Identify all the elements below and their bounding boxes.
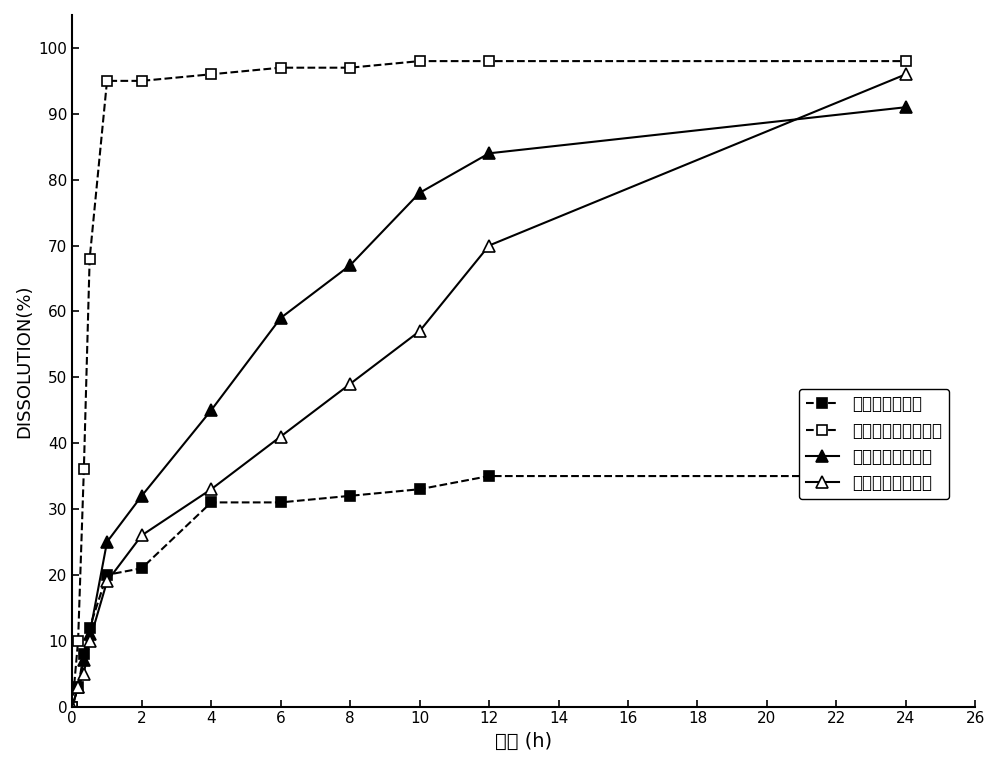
替格瑞洛原料药 (78, 650, 90, 659)
X-axis label: 时间 (h): 时间 (h) (495, 732, 552, 751)
替格瑞洛缓释微丸 (483, 241, 495, 250)
替格瑞洛原料药 (275, 498, 287, 507)
替格瑞洛固体分散体 (136, 77, 148, 86)
替格瑞洛缓释微丸 (101, 577, 113, 586)
替格瑞洛骨架微丸 (483, 149, 495, 158)
替格瑞洛原料药 (344, 491, 356, 500)
替格瑞洛缓释微丸 (205, 485, 217, 494)
替格瑞洛骨架微丸 (84, 630, 96, 639)
替格瑞洛骨架微丸 (136, 491, 148, 500)
替格瑞洛原料药 (483, 471, 495, 480)
替格瑞洛原料药 (66, 702, 78, 711)
替格瑞洛固体分散体 (483, 57, 495, 66)
替格瑞洛固体分散体 (78, 465, 90, 474)
替格瑞洛原料药 (101, 570, 113, 579)
Line: 替格瑞洛固体分散体: 替格瑞洛固体分散体 (67, 56, 911, 712)
替格瑞洛缓释微丸 (275, 432, 287, 441)
替格瑞洛骨架微丸 (275, 313, 287, 322)
Line: 替格瑞洛骨架微丸: 替格瑞洛骨架微丸 (67, 102, 911, 712)
替格瑞洛固体分散体 (275, 63, 287, 72)
替格瑞洛原料药 (205, 498, 217, 507)
Line: 替格瑞洛原料药: 替格瑞洛原料药 (67, 471, 911, 712)
替格瑞洛固体分散体 (101, 77, 113, 86)
替格瑞洛骨架微丸 (72, 683, 84, 692)
替格瑞洛固体分散体 (344, 63, 356, 72)
替格瑞洛骨架微丸 (78, 656, 90, 665)
替格瑞洛骨架微丸 (344, 260, 356, 270)
Line: 替格瑞洛缓释微丸: 替格瑞洛缓释微丸 (67, 69, 911, 712)
替格瑞洛原料药 (900, 471, 912, 480)
Y-axis label: DISSOLUTION(%): DISSOLUTION(%) (15, 284, 33, 437)
替格瑞洛缓释微丸 (72, 683, 84, 692)
替格瑞洛缓释微丸 (414, 326, 426, 336)
Legend: 替格瑞洛原料药, 替格瑞洛固体分散体, 替格瑞洛骨架微丸, 替格瑞洛缓释微丸: 替格瑞洛原料药, 替格瑞洛固体分散体, 替格瑞洛骨架微丸, 替格瑞洛缓释微丸 (799, 388, 949, 499)
替格瑞洛原料药 (84, 623, 96, 632)
替格瑞洛骨架微丸 (101, 537, 113, 546)
替格瑞洛缓释微丸 (84, 636, 96, 645)
替格瑞洛骨架微丸 (205, 405, 217, 414)
替格瑞洛缓释微丸 (136, 531, 148, 540)
替格瑞洛缓释微丸 (78, 669, 90, 678)
替格瑞洛缓释微丸 (344, 379, 356, 388)
替格瑞洛原料药 (72, 683, 84, 692)
替格瑞洛骨架微丸 (900, 103, 912, 112)
替格瑞洛固体分散体 (66, 702, 78, 711)
替格瑞洛固体分散体 (84, 254, 96, 264)
替格瑞洛原料药 (414, 485, 426, 494)
替格瑞洛原料药 (136, 564, 148, 573)
替格瑞洛缓释微丸 (900, 70, 912, 79)
替格瑞洛固体分散体 (205, 70, 217, 79)
替格瑞洛固体分散体 (414, 57, 426, 66)
替格瑞洛缓释微丸 (66, 702, 78, 711)
替格瑞洛骨架微丸 (66, 702, 78, 711)
替格瑞洛固体分散体 (72, 636, 84, 645)
替格瑞洛骨架微丸 (414, 188, 426, 198)
替格瑞洛固体分散体 (900, 57, 912, 66)
